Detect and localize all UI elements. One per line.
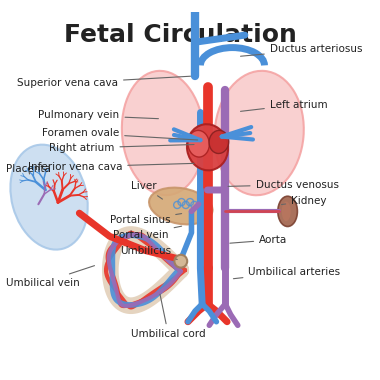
Text: Umbilical arteries: Umbilical arteries: [233, 267, 340, 279]
Text: Superior vena cava: Superior vena cava: [17, 76, 190, 88]
Text: Fetal Circulation: Fetal Circulation: [64, 23, 297, 47]
Text: Umbilical vein: Umbilical vein: [6, 266, 95, 288]
Text: Pulmonary vein: Pulmonary vein: [38, 110, 158, 120]
Text: Portal sinus: Portal sinus: [109, 214, 182, 225]
Ellipse shape: [214, 71, 304, 195]
Ellipse shape: [187, 124, 228, 170]
Text: Umbilicus: Umbilicus: [120, 245, 177, 260]
Text: Aorta: Aorta: [230, 235, 287, 245]
Text: Umbilical cord: Umbilical cord: [131, 294, 206, 339]
Text: Placenta: Placenta: [6, 164, 51, 174]
Circle shape: [174, 255, 187, 268]
Text: Left atrium: Left atrium: [241, 100, 328, 111]
Text: Portal vein: Portal vein: [113, 226, 182, 239]
Ellipse shape: [10, 145, 88, 250]
Text: Kidney: Kidney: [282, 196, 327, 206]
Ellipse shape: [149, 188, 212, 225]
Ellipse shape: [209, 130, 229, 154]
Text: Foramen ovale: Foramen ovale: [42, 128, 198, 140]
Ellipse shape: [122, 71, 204, 195]
Text: Inferior vena cava: Inferior vena cava: [28, 162, 194, 172]
Text: Ductus arteriosus: Ductus arteriosus: [241, 44, 362, 56]
Ellipse shape: [188, 130, 209, 157]
Text: Ductus venosus: Ductus venosus: [228, 180, 339, 190]
Text: Liver: Liver: [131, 181, 163, 199]
Ellipse shape: [278, 196, 298, 226]
Ellipse shape: [282, 201, 291, 221]
Text: Right atrium: Right atrium: [49, 143, 194, 153]
